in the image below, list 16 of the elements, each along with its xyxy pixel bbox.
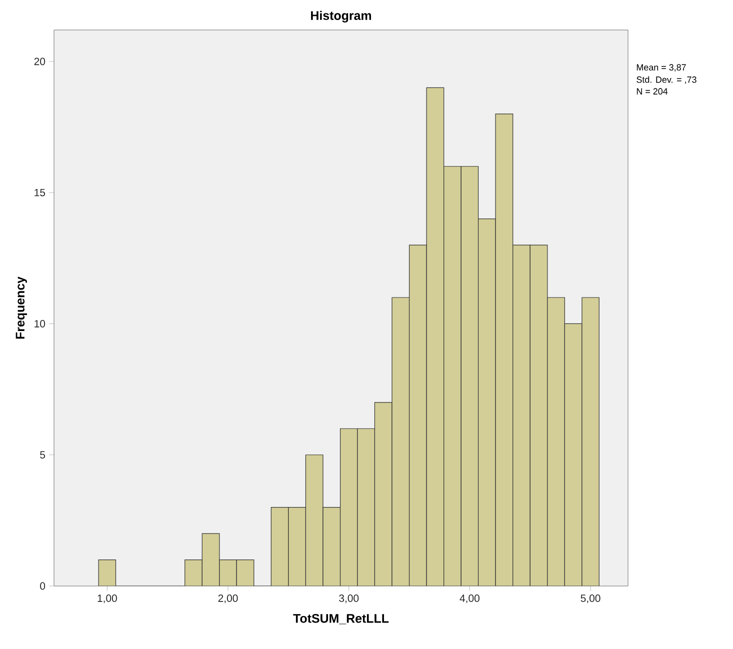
y-axis-title: Frequency: [16, 276, 27, 339]
x-tick-label: 2,00: [218, 594, 238, 604]
y-tick-label: 0: [40, 582, 46, 590]
x-tick-label: 4,00: [460, 594, 480, 604]
text: Std. Dev. = ,73: [636, 76, 696, 84]
text: N = 204: [636, 88, 668, 95]
y-tick-label: 5: [40, 451, 46, 459]
x-tick-label: 1,00: [98, 594, 117, 604]
y-tick-label: 15: [34, 188, 46, 196]
x-tick-label: 5,00: [580, 594, 600, 604]
x-tick-label: 3,00: [339, 594, 359, 604]
y-tick-label: 10: [34, 320, 46, 328]
x-axis-title: TotSUM_RetLLL: [293, 614, 389, 624]
chart-title: Histogram: [311, 10, 372, 22]
text: Mean = 3,87: [636, 64, 686, 72]
y-tick-label: 20: [34, 58, 46, 66]
